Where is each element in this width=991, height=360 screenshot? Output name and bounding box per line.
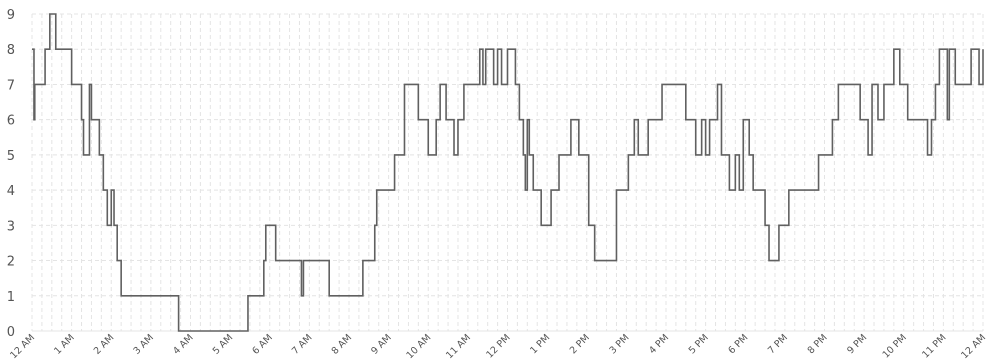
x-tick-label: 4 AM <box>171 332 196 357</box>
y-tick-label: 9 <box>7 8 15 23</box>
y-tick-label: 2 <box>7 255 15 270</box>
x-tick-label: 6 AM <box>250 332 275 357</box>
x-tick-label: 7 AM <box>290 332 315 357</box>
x-tick-label: 9 AM <box>369 332 394 357</box>
x-tick-label: 8 AM <box>330 332 355 357</box>
x-tick-label: 9 PM <box>845 332 869 356</box>
x-tick-label: 8 PM <box>806 332 830 356</box>
x-tick-label: 1 PM <box>528 332 552 356</box>
x-tick-label: 12 AM <box>959 332 988 360</box>
y-tick-label: 4 <box>7 184 15 199</box>
y-tick-label: 8 <box>7 43 15 58</box>
y-tick-label: 7 <box>7 78 15 93</box>
y-tick-label: 0 <box>7 325 15 340</box>
series-line <box>32 13 984 332</box>
x-tick-label: 3 AM <box>131 332 156 357</box>
x-tick-label: 10 AM <box>405 332 434 360</box>
x-tick-label: 7 PM <box>766 332 790 356</box>
y-axis-tick-labels: 0 1 2 3 4 5 6 7 8 9 <box>7 8 15 340</box>
x-tick-label: 1 AM <box>52 332 77 357</box>
x-tick-label: 5 PM <box>687 332 711 356</box>
y-tick-label: 5 <box>7 149 15 164</box>
x-tick-label: 4 PM <box>647 332 671 356</box>
x-tick-label: 11 PM <box>920 332 948 360</box>
grid-lines <box>31 13 984 332</box>
x-tick-label: 10 PM <box>881 332 909 360</box>
x-tick-label: 5 AM <box>211 332 236 357</box>
y-tick-label: 3 <box>7 219 15 234</box>
y-tick-label: 1 <box>7 290 15 305</box>
x-tick-label: 3 PM <box>607 332 631 356</box>
x-tick-label: 11 AM <box>444 332 473 360</box>
x-axis-tick-labels: 12 AM 1 AM 2 AM 3 AM 4 AM 5 AM 6 AM 7 AM 8 AM 9 A… <box>8 332 988 360</box>
x-tick-label: 2 AM <box>92 332 117 357</box>
y-tick-label: 6 <box>7 114 15 129</box>
x-tick-label: 12 PM <box>484 332 512 360</box>
x-tick-label: 6 PM <box>726 332 750 356</box>
x-tick-label: 2 PM <box>568 332 592 356</box>
